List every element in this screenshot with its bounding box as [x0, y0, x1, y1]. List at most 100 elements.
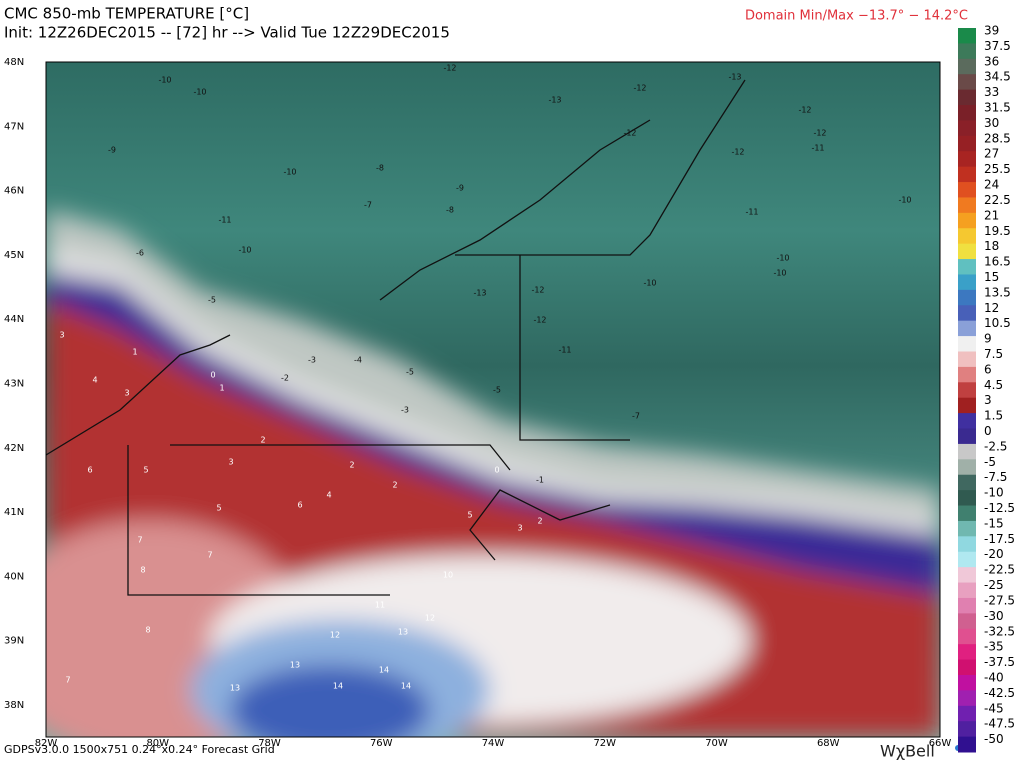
temp-label: 7	[207, 551, 212, 560]
lat-label: 44N	[4, 314, 24, 325]
colorbar-label: 27	[984, 147, 999, 161]
colorbar-swatch	[958, 690, 976, 707]
temp-label: 13	[290, 661, 300, 670]
colorbar-label: -2.5	[984, 439, 1007, 453]
temp-label: -13	[728, 73, 741, 82]
colorbar-swatch	[958, 289, 976, 306]
temp-label: -9	[456, 184, 464, 193]
colorbar-swatch	[958, 320, 976, 337]
temp-label: 14	[401, 682, 411, 691]
colorbar-label: 15	[984, 270, 999, 284]
lon-label: 70W	[705, 738, 728, 749]
map-frame	[45, 61, 941, 738]
temp-label: 13	[398, 628, 408, 637]
temp-label: 0	[494, 466, 499, 475]
colorbar-swatch	[958, 520, 976, 537]
colorbar-label: 24	[984, 178, 999, 192]
colorbar-swatch	[958, 505, 976, 522]
temp-label: -5	[208, 296, 216, 305]
temp-label: 14	[379, 666, 389, 675]
colorbar-swatch	[958, 120, 976, 137]
temp-label: 8	[140, 566, 145, 575]
colorbar-swatch	[958, 366, 976, 383]
colorbar-swatch	[958, 443, 976, 460]
temp-label: -6	[136, 249, 144, 258]
temp-label: 8	[145, 626, 150, 635]
lat-label: 39N	[4, 636, 24, 647]
colorbar-label: 4.5	[984, 378, 1003, 392]
temp-label: 14	[333, 682, 343, 691]
lon-label: 72W	[593, 738, 616, 749]
colorbar-label: -20	[984, 547, 1004, 561]
colorbar-swatch	[958, 336, 976, 352]
temp-label: 5	[467, 511, 472, 520]
temp-label: -5	[493, 386, 501, 395]
colorbar-label: 7.5	[984, 347, 1003, 361]
colorbar-swatch	[958, 582, 976, 599]
colorbar-swatch	[958, 89, 976, 106]
temp-label: -11	[811, 144, 824, 153]
colorbar-swatch	[958, 274, 976, 291]
colorbar-swatch	[958, 490, 976, 507]
temp-label: 5	[216, 504, 221, 513]
colorbar-label: -50	[984, 732, 1004, 746]
colorbar-label: 3	[984, 393, 992, 407]
colorbar-swatch	[958, 567, 976, 584]
temp-label: 3	[59, 331, 64, 340]
colorbar-swatch	[958, 228, 976, 245]
temp-label: 6	[297, 501, 302, 510]
temp-label: -4	[354, 356, 362, 365]
temp-label: 4	[92, 376, 97, 385]
colorbar-label: -25	[984, 578, 1004, 592]
colorbar-swatch	[958, 105, 976, 121]
colorbar-label: -42.5	[984, 686, 1015, 700]
colorbar-swatch	[958, 705, 976, 722]
temp-label: -11	[218, 216, 231, 225]
temp-label: 3	[517, 524, 522, 533]
colorbar-label: 25.5	[984, 162, 1011, 176]
temp-label: -7	[364, 201, 372, 210]
colorbar-swatch	[958, 28, 976, 44]
temp-label: -11	[558, 346, 571, 355]
colorbar-label: -47.5	[984, 717, 1015, 731]
temp-label: 3	[124, 389, 129, 398]
colorbar-label: -40	[984, 670, 1004, 684]
temp-label: 2	[537, 517, 542, 526]
colorbar-swatch	[958, 351, 976, 368]
colorbar-label: -10	[984, 486, 1004, 500]
temp-label: 2	[349, 461, 354, 470]
lat-label: 38N	[4, 700, 24, 711]
lat-label: 40N	[4, 571, 24, 582]
colorbar-label: 12	[984, 301, 999, 315]
colorbar-label: 34.5	[984, 70, 1011, 84]
colorbar-label: -12.5	[984, 501, 1015, 515]
colorbar-swatch	[958, 536, 976, 553]
temp-label: 5	[143, 466, 148, 475]
footer-grid: GDPSv3.0.0 1500x751 0.24°x0.24° Forecast…	[4, 743, 275, 756]
temp-label: -10	[283, 168, 296, 177]
colorbar-swatch	[958, 613, 976, 630]
colorbar-swatch	[958, 259, 976, 275]
colorbar-label: 22.5	[984, 193, 1011, 207]
temp-label: 7	[65, 676, 70, 685]
colorbar-label: 0	[984, 424, 992, 438]
colorbar-swatch	[958, 197, 976, 214]
temp-label: 1	[219, 384, 224, 393]
temp-label: -12	[443, 64, 456, 73]
temp-label: -12	[623, 129, 636, 138]
temp-label: -7	[632, 412, 640, 421]
colorbar-label: 28.5	[984, 131, 1011, 145]
temp-label: 4	[326, 491, 331, 500]
lon-label: 80W	[146, 738, 169, 749]
temp-label: -13	[548, 96, 561, 105]
colorbar-swatch	[958, 736, 976, 753]
colorbar-label: 16.5	[984, 255, 1011, 269]
colorbar-label: -32.5	[984, 624, 1015, 638]
colorbar-label: -35	[984, 640, 1004, 654]
lon-label: 74W	[482, 738, 505, 749]
temp-label: -12	[633, 84, 646, 93]
colorbar-swatch	[958, 659, 976, 676]
temp-label: 7	[137, 536, 142, 545]
colorbar-swatch	[958, 58, 976, 75]
temp-label: 10	[443, 571, 453, 580]
